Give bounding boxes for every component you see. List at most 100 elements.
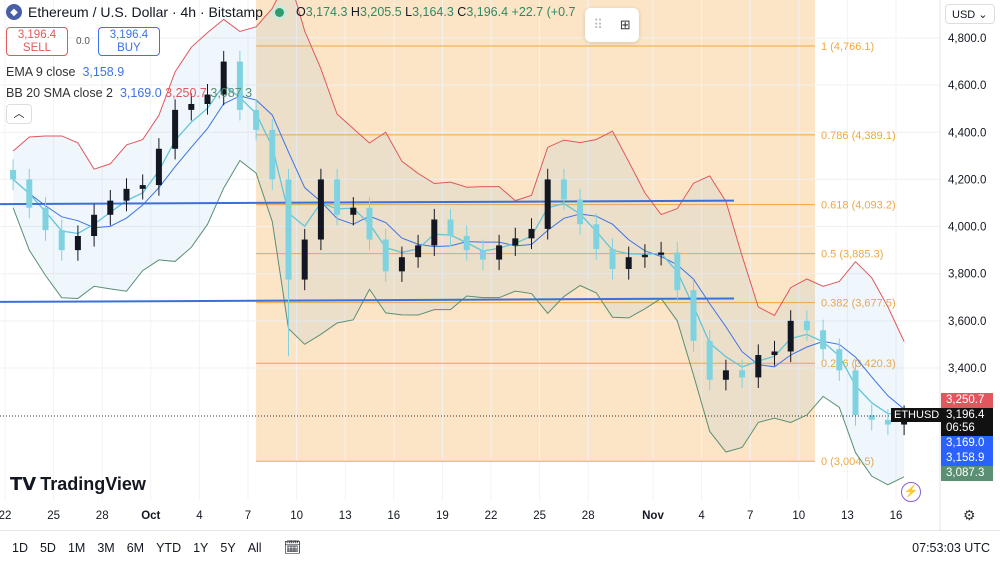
- tv-logo-icon: 𝗧𝗩: [10, 474, 37, 494]
- candle-body: [123, 188, 130, 201]
- lightning-icon[interactable]: ⚡: [901, 482, 921, 502]
- candle-body: [382, 239, 389, 272]
- x-tick-label: 4: [698, 510, 705, 522]
- candle-body: [398, 257, 405, 272]
- range-1d[interactable]: 1D: [12, 540, 28, 555]
- bollinger-fill: [13, 0, 905, 485]
- bb-upper-line: [12, 0, 905, 342]
- candle-body: [641, 254, 648, 258]
- calendar-icon[interactable]: 🗓: [283, 539, 302, 555]
- price-chart[interactable]: 4,800.0 4,600.0 4,400.0 4,200.0 4,000.0 3,800…: [0, 0, 1000, 530]
- range-1m[interactable]: 1M: [67, 540, 86, 555]
- fib-level-label: 0.618 (4,093.2): [821, 200, 896, 212]
- candle-body: [755, 355, 762, 378]
- candle-body: [609, 248, 616, 269]
- symbol-header: ◆ Ethereum / U.S. Dollar · 4h · Bitstamp…: [6, 4, 575, 20]
- candle-body: [155, 148, 162, 186]
- candle-body: [431, 219, 438, 246]
- candle-body: [868, 415, 875, 420]
- y-tick-label: 4,400.0: [948, 127, 986, 139]
- x-tick-label: 22: [0, 510, 11, 522]
- candle-body: [269, 129, 276, 180]
- candle-body: [528, 228, 535, 239]
- object-tree-widget[interactable]: ⠿ ⊞: [585, 8, 639, 42]
- candle-body: [10, 169, 17, 180]
- x-tick-label: 28: [582, 510, 595, 522]
- candle-body: [350, 207, 357, 215]
- gear-icon[interactable]: ⚙: [963, 507, 976, 523]
- candle-body: [463, 235, 470, 251]
- x-tick-label: 19: [436, 510, 449, 522]
- candle-body: [560, 179, 567, 200]
- candle-body: [107, 200, 114, 215]
- x-tick-label: 7: [747, 510, 753, 522]
- candle-body: [544, 179, 551, 229]
- symbol-tag: ETHUSD: [891, 408, 943, 422]
- add-widget-icon[interactable]: ⊞: [619, 17, 631, 32]
- sell-button[interactable]: 3,196.4 SELL: [6, 27, 68, 56]
- x-tick-label: Nov: [642, 510, 664, 522]
- tradingview-logo[interactable]: 𝗧𝗩 TradingView: [10, 474, 146, 494]
- candle-body: [852, 370, 859, 416]
- fib-zone: [256, 0, 816, 462]
- candle-body: [884, 419, 891, 425]
- candle-body: [139, 185, 146, 189]
- candle-body: [220, 61, 227, 95]
- buy-button[interactable]: 3,196.4 BUY: [97, 27, 160, 56]
- x-tick-label: 10: [792, 510, 805, 522]
- trend-line: [0, 297, 735, 303]
- trade-panel: 3,196.4 SELL 0.0 3,196.4 BUY: [6, 27, 160, 56]
- x-tick-label: 16: [890, 510, 903, 522]
- symbol-title[interactable]: Ethereum / U.S. Dollar · 4h · Bitstamp: [28, 4, 263, 20]
- collapse-legend-button[interactable]: ︿: [6, 104, 32, 124]
- candle-body: [739, 370, 746, 378]
- candle-body: [447, 219, 454, 236]
- range-5y[interactable]: 5Y: [220, 540, 236, 555]
- candle-body: [706, 340, 713, 380]
- y-tick-label: 3,400.0: [948, 363, 986, 375]
- range-ytd[interactable]: YTD: [156, 540, 182, 555]
- x-tick-label: 10: [290, 510, 303, 522]
- range-all[interactable]: All: [247, 540, 262, 555]
- candle-body: [334, 179, 341, 215]
- candle-body: [593, 224, 600, 249]
- candle-body: [803, 320, 810, 331]
- candle-body: [722, 370, 729, 380]
- y-tick-label: 4,000.0: [948, 222, 986, 234]
- fib-level-label: 1 (4,766.1): [821, 41, 874, 53]
- ema-legend[interactable]: EMA 9 close 3,158.9: [6, 65, 125, 79]
- candle-body: [820, 330, 827, 350]
- range-6m[interactable]: 6M: [126, 540, 145, 555]
- candle-body: [188, 103, 195, 110]
- drag-handle-icon[interactable]: ⠿: [593, 17, 603, 32]
- y-tick-label: 3,800.0: [948, 269, 986, 281]
- candle-body: [496, 245, 503, 260]
- candle-body: [674, 252, 681, 291]
- candle-body: [74, 235, 81, 251]
- x-tick-label: 16: [387, 510, 400, 522]
- candle-body: [204, 94, 211, 104]
- fib-level-label: 0.382 (3,677.5): [821, 298, 896, 310]
- upper-band-tag: 3,250.7: [941, 393, 993, 408]
- fib-level-label: 0.786 (4,389.1): [821, 130, 896, 142]
- chevron-down-icon: ⌄: [978, 9, 988, 21]
- x-tick-label: 13: [841, 510, 854, 522]
- range-1y[interactable]: 1Y: [193, 540, 209, 555]
- clock[interactable]: 07:53:03 UTC: [912, 541, 990, 555]
- candle-body: [577, 199, 584, 225]
- bb-lower-line: [12, 159, 905, 486]
- candle-body: [366, 207, 373, 240]
- candle-body: [625, 257, 632, 269]
- y-tick-label: 4,800.0: [948, 33, 986, 45]
- bb-legend[interactable]: BB 20 SMA close 2 3,169.0 3,250.7 3,087.…: [6, 86, 253, 100]
- x-tick-label: 28: [96, 510, 109, 522]
- candle-body: [253, 109, 260, 130]
- candle-body: [771, 351, 778, 356]
- ohlc-values: O3,174.3 H3,205.5 L3,164.3 C3,196.4 +22.…: [295, 5, 576, 19]
- candle-body: [285, 179, 292, 280]
- x-tick-label: 13: [339, 510, 352, 522]
- currency-select[interactable]: USD ⌄: [945, 4, 995, 24]
- range-5d[interactable]: 5D: [39, 540, 56, 555]
- range-3m[interactable]: 3M: [97, 540, 115, 555]
- candle-body: [58, 230, 65, 251]
